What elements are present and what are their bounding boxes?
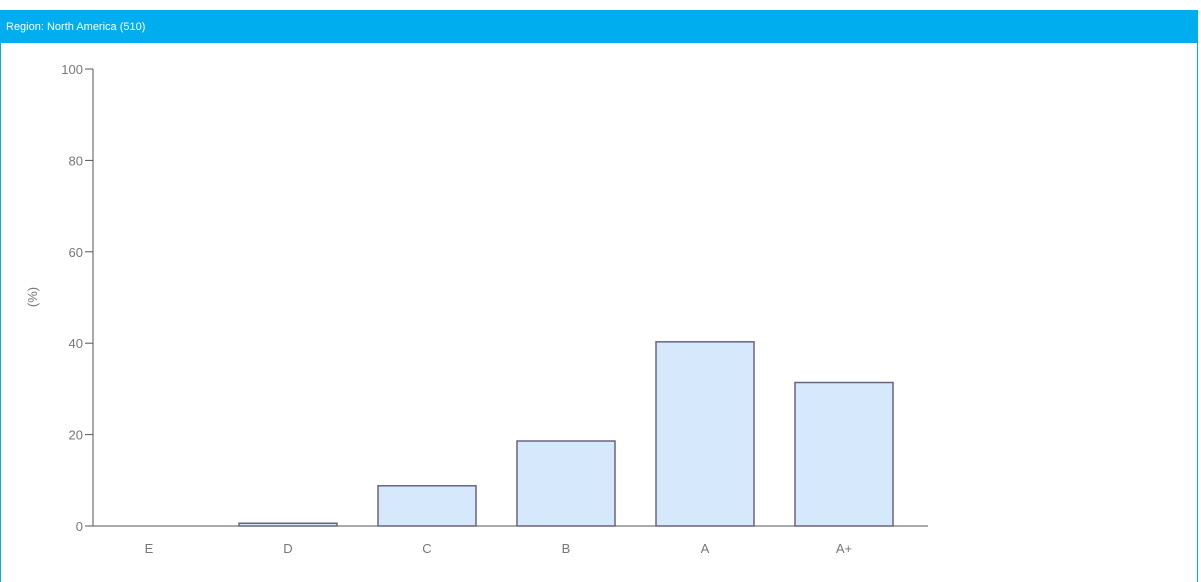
bar-a[interactable]	[655, 341, 755, 527]
bar-b[interactable]	[516, 440, 616, 527]
x-category-label: D	[283, 541, 292, 556]
bar-a-plus[interactable]	[794, 381, 894, 527]
y-tick-label: 80	[69, 153, 83, 168]
y-tick-label: 40	[69, 336, 83, 351]
x-category-label: A	[701, 541, 710, 556]
y-tick-label: 0	[76, 519, 83, 534]
panel-header: Region: North America (510)	[1, 11, 1197, 43]
x-category-label: C	[422, 541, 431, 556]
y-axis-title: (%)	[25, 287, 40, 307]
y-tick-label: 60	[69, 245, 83, 260]
x-category-label: E	[145, 541, 154, 556]
panel-title: Region: North America (510)	[6, 21, 146, 33]
bar-d[interactable]	[238, 522, 338, 527]
y-tick-label: 20	[69, 428, 83, 443]
x-category-label: B	[562, 541, 571, 556]
bar-c[interactable]	[377, 485, 477, 527]
y-tick-label: 100	[61, 62, 83, 77]
x-category-label: A+	[836, 541, 852, 556]
